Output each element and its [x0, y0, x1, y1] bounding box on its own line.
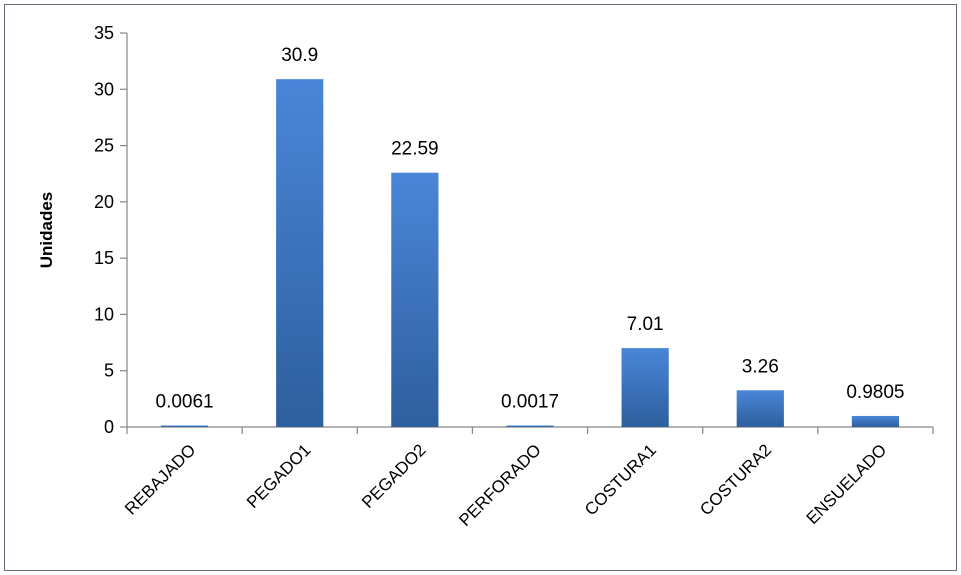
data-label: 0.0061 — [156, 392, 214, 413]
category-label: PEGADO2 — [358, 440, 430, 512]
category-label: ENSUELADO — [803, 440, 891, 528]
y-tick-label: 20 — [94, 192, 114, 212]
data-labels: 0.0061 30.9 22.59 0.0017 7.01 3.26 0.9805 — [156, 45, 905, 412]
data-label: 22.59 — [391, 139, 439, 160]
bars — [160, 79, 900, 427]
bar — [506, 425, 554, 427]
category-label: REBAJADO — [121, 440, 199, 518]
y-tick-label: 35 — [94, 23, 114, 43]
bar — [736, 390, 784, 427]
bar — [851, 415, 900, 427]
y-tick-label: 15 — [94, 248, 114, 268]
chart-frame — [4, 4, 957, 571]
data-label: 30.9 — [281, 45, 318, 66]
bar — [391, 172, 439, 427]
data-label: 7.01 — [627, 314, 664, 335]
y-axis-title: Unidades — [37, 192, 56, 269]
data-label: 0.0017 — [501, 392, 559, 413]
bar — [276, 79, 324, 427]
y-tick-label: 0 — [104, 417, 114, 437]
y-tick-label: 25 — [94, 136, 114, 156]
y-tick-label: 5 — [104, 361, 114, 381]
bar — [160, 425, 209, 427]
category-labels: REBAJADO PEGADO1 PEGADO2 PERFORADO COSTURA1 C… — [121, 440, 890, 530]
axes: 0 5 10 15 20 25 30 35 — [94, 23, 934, 437]
category-label: PEGADO1 — [243, 440, 315, 512]
data-label: 3.26 — [742, 356, 779, 377]
y-tick-label: 30 — [94, 79, 114, 99]
data-label: 0.9805 — [846, 382, 904, 403]
category-label: COSTURA1 — [581, 440, 660, 519]
category-label: COSTURA2 — [696, 440, 775, 519]
y-tick-label: 10 — [94, 304, 114, 324]
bar — [621, 348, 669, 427]
category-label: PERFORADO — [455, 440, 545, 530]
